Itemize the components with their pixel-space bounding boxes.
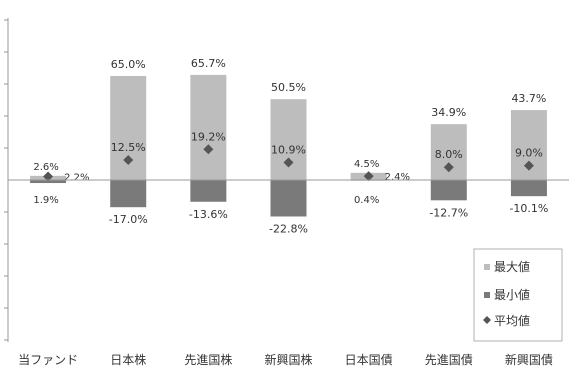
avg-marker-3 bbox=[283, 157, 294, 168]
legend-avg-label: 平均値 bbox=[494, 313, 530, 328]
bar-min-2 bbox=[190, 180, 227, 202]
avg-marker-0 bbox=[43, 171, 54, 182]
avg-value-label: 19.2% bbox=[191, 130, 226, 143]
avg-value-label: 9.0% bbox=[515, 147, 543, 160]
bar-min-5 bbox=[430, 180, 467, 201]
max-value-label: 43.7% bbox=[511, 92, 546, 105]
min-value-label: -17.0% bbox=[109, 213, 148, 226]
bar-max-3 bbox=[270, 99, 307, 180]
category-label: 日本国債 bbox=[345, 352, 393, 367]
category-label: 新興国債 bbox=[505, 352, 553, 367]
min-value-label: -22.8% bbox=[269, 222, 308, 235]
legend: 最大値 最小値 平均値 bbox=[473, 248, 563, 342]
avg-marker-6 bbox=[523, 160, 534, 171]
avg-marker-2 bbox=[203, 144, 214, 155]
min-value-label: -12.7% bbox=[429, 206, 468, 219]
max-value-label: 4.5% bbox=[354, 159, 379, 170]
bar-max-2 bbox=[190, 74, 227, 180]
category-label: 新興国株 bbox=[264, 352, 312, 367]
max-value-label: 34.9% bbox=[431, 106, 466, 119]
labels-layer: 2.6% 2.2% 1.9% 当ファンド 65.0% 12.5% -17.0% 日本株 65.7… bbox=[8, 57, 569, 367]
max-value-label: 2.6% bbox=[33, 162, 58, 173]
min-value-label: -10.1% bbox=[509, 202, 548, 215]
legend-max-label: 最大値 bbox=[494, 259, 530, 274]
avg-value-label: 2.2% bbox=[64, 172, 89, 183]
category-label: 先進国債 bbox=[425, 352, 473, 367]
min-value-label: 0.4% bbox=[354, 195, 379, 206]
max-value-label: 50.5% bbox=[271, 81, 306, 94]
bar-min-6 bbox=[510, 180, 547, 197]
avg-marker-1 bbox=[123, 155, 134, 165]
bar-min-1 bbox=[110, 180, 147, 208]
min-value-label: -13.6% bbox=[189, 208, 228, 221]
min-value-label: 1.9% bbox=[33, 195, 58, 206]
avg-marker-4 bbox=[363, 171, 374, 182]
bars-layer bbox=[30, 74, 547, 217]
avg-marker-5 bbox=[443, 162, 454, 173]
category-label: 日本株 bbox=[110, 352, 146, 367]
axis-layer bbox=[4, 18, 9, 342]
avg-value-label: 2.4% bbox=[385, 172, 410, 183]
legend-max-swatch bbox=[484, 264, 490, 270]
max-value-label: 65.0% bbox=[111, 58, 146, 71]
legend-avg-marker bbox=[483, 316, 491, 324]
legend-min-swatch bbox=[484, 292, 490, 298]
avg-value-label: 12.5% bbox=[111, 141, 146, 154]
category-label: 当ファンド bbox=[18, 353, 78, 367]
avg-value-label: 10.9% bbox=[271, 144, 306, 157]
bar-min-0 bbox=[30, 180, 67, 184]
avg-value-label: 8.0% bbox=[435, 148, 463, 161]
bar-min-3 bbox=[270, 180, 307, 217]
category-label: 先進国株 bbox=[184, 352, 232, 367]
legend-min-label: 最小値 bbox=[494, 287, 530, 302]
max-value-label: 65.7% bbox=[191, 57, 226, 70]
